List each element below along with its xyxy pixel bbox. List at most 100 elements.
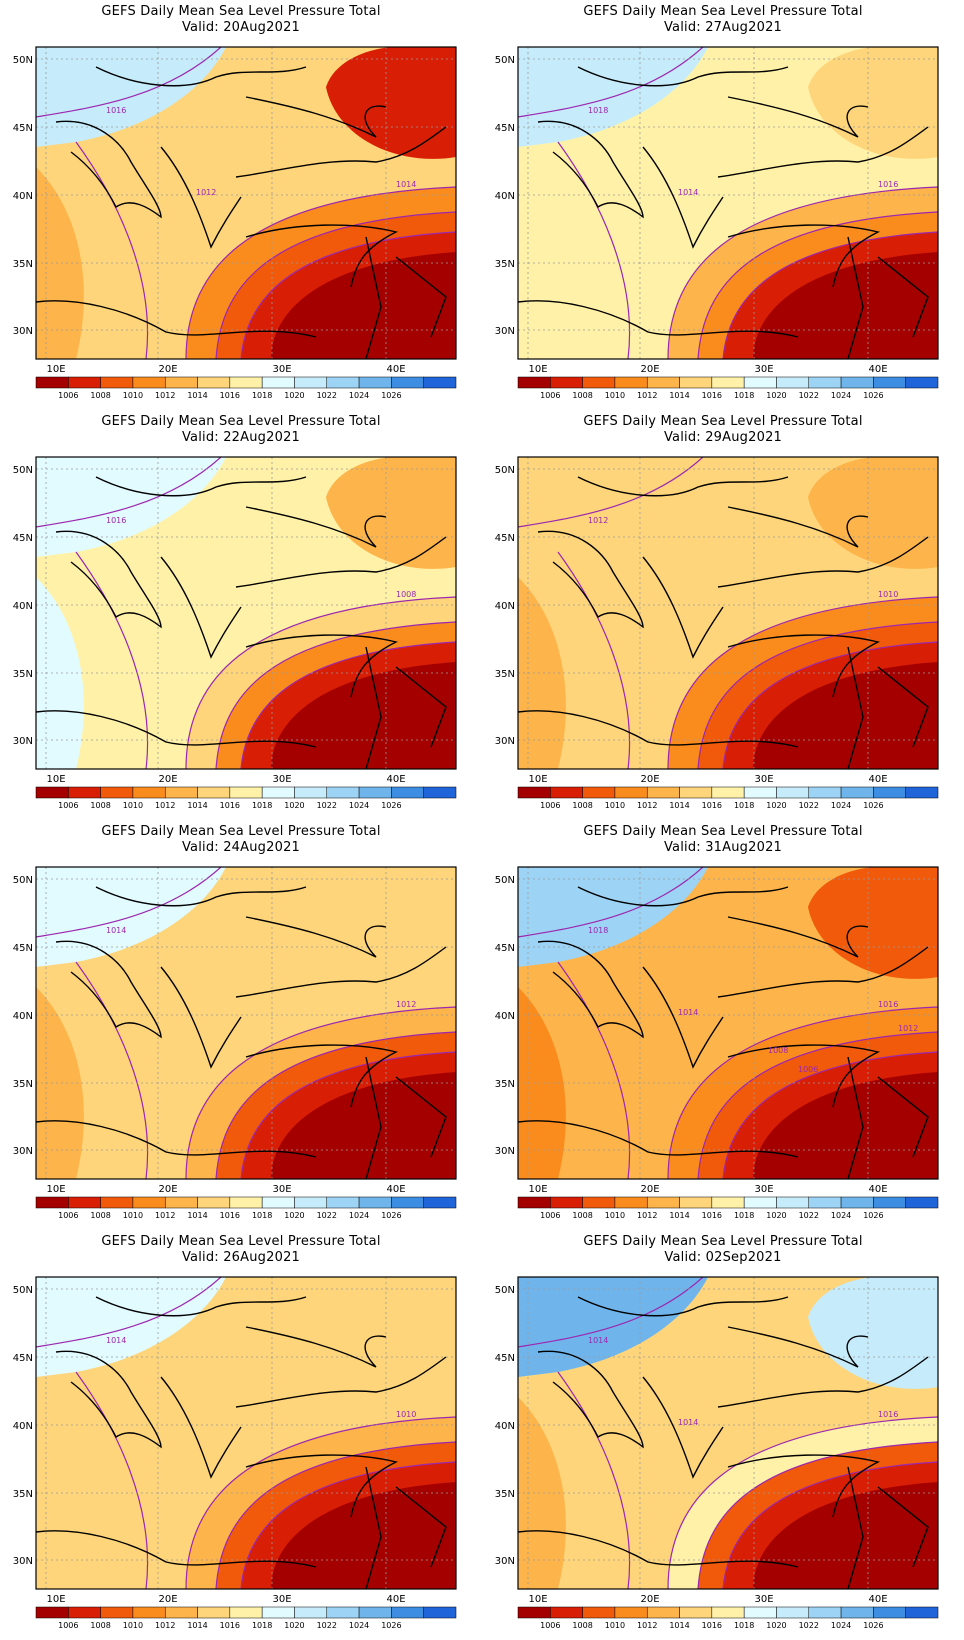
low-pressure-core — [753, 1482, 938, 1589]
pressure-band — [808, 867, 938, 979]
colorbar-label: 1024 — [349, 1211, 369, 1220]
colorbar-label: 1020 — [766, 1211, 786, 1220]
pressure-map: 1014 1012 50N 45N 40N 35N 30N 10E 20E 30E 40E 1006 1… — [13, 866, 457, 1220]
longitude-label: 20E — [640, 774, 659, 785]
colorbar-swatch — [808, 1606, 842, 1619]
isobar-line — [518, 457, 704, 528]
colorbar-swatch — [229, 1196, 263, 1209]
contour-label: 1016 — [106, 106, 126, 115]
colorbar-swatch — [840, 1606, 874, 1619]
colorbar-label: 1014 — [187, 1621, 207, 1630]
colorbar-swatch — [550, 376, 583, 389]
longitude-label: 30E — [272, 364, 291, 375]
latitude-label: 40N — [13, 1421, 33, 1432]
colorbar-label: 1012 — [155, 1621, 175, 1630]
coastline — [717, 536, 929, 588]
colorbar-swatch — [35, 786, 69, 799]
contour-label: 1010 — [878, 590, 898, 599]
contour-label: 1014 — [106, 926, 126, 935]
colorbar-swatch — [550, 1606, 583, 1619]
colorbar-label: 1010 — [123, 1621, 143, 1630]
latitude-label: 40N — [495, 601, 515, 612]
low-pressure-core — [271, 252, 456, 359]
colorbar-label: 1016 — [702, 1621, 722, 1630]
colorbar-label: 1020 — [284, 1621, 304, 1630]
map-frame — [35, 866, 457, 1180]
isobar-line — [697, 621, 938, 769]
colorbar-swatch — [164, 1606, 198, 1619]
coastline — [717, 1356, 929, 1408]
panel-title: GEFS Daily Mean Sea Level Pressure Total — [101, 4, 381, 19]
coastline — [537, 1350, 644, 1449]
map-panel: GEFS Daily Mean Sea Level Pressure Total… — [482, 0, 964, 410]
colorbar-swatch — [905, 376, 939, 389]
colorbar-swatch — [776, 786, 810, 799]
coastline — [245, 1454, 399, 1518]
colorbar-swatch — [550, 786, 583, 799]
coastline — [717, 946, 929, 998]
colorbar-swatch — [197, 376, 231, 389]
colorbar-label: 1016 — [702, 1211, 722, 1220]
map-frame — [35, 46, 457, 360]
colorbar-swatch — [582, 1196, 616, 1209]
isobar-line — [240, 231, 456, 359]
coastline — [537, 940, 644, 1039]
panel-valid-date: Valid: 24Aug2021 — [181, 840, 301, 855]
longitude-label: 30E — [272, 1594, 291, 1605]
pressure-band — [518, 167, 566, 359]
longitude-label: 40E — [386, 774, 405, 785]
colorbar-label: 1016 — [220, 801, 240, 810]
coastline — [55, 940, 162, 1039]
colorbar-label: 1016 — [702, 801, 722, 810]
colorbar-swatch — [646, 376, 680, 389]
coastline — [245, 224, 399, 288]
pressure-band — [518, 1397, 566, 1589]
colorbar-label: 1018 — [252, 391, 272, 400]
colorbar-swatch — [905, 1196, 939, 1209]
colorbar-swatch — [197, 1606, 231, 1619]
colorbar-label: 1006 — [58, 391, 78, 400]
colorbar-swatch — [68, 376, 101, 389]
colorbar-swatch — [550, 1196, 583, 1209]
pressure-band — [518, 987, 566, 1179]
colorbar-label: 1018 — [734, 1621, 754, 1630]
colorbar-label: 1022 — [317, 1621, 337, 1630]
coastline — [395, 1486, 447, 1568]
isobar-line — [722, 641, 938, 769]
colorbar-label: 1018 — [252, 1621, 272, 1630]
colorbar-swatch — [646, 786, 680, 799]
coastline — [395, 666, 447, 748]
isobar-line — [240, 1461, 456, 1589]
isobar-line — [557, 961, 631, 1179]
colorbar-label: 1008 — [572, 1621, 592, 1630]
pressure-band — [326, 457, 456, 569]
isobar-line — [240, 1051, 456, 1179]
longitude-label: 10E — [528, 364, 547, 375]
contour-label: 1012 — [396, 1000, 416, 1009]
coastline — [95, 1296, 307, 1317]
coastline — [537, 120, 644, 219]
colorbar-swatch — [261, 786, 295, 799]
latitude-label: 30N — [495, 1146, 515, 1157]
colorbar-label: 1026 — [863, 1621, 883, 1630]
colorbar-swatch — [582, 1606, 616, 1619]
pressure-band — [36, 987, 84, 1179]
coastline — [55, 120, 162, 219]
latitude-label: 50N — [13, 465, 33, 476]
map-frame — [517, 456, 939, 770]
colorbar-label: 1024 — [831, 1621, 851, 1630]
longitude-label: 30E — [272, 1184, 291, 1195]
coastline — [577, 1296, 789, 1317]
colorbar-label: 1012 — [637, 1621, 657, 1630]
coastline — [577, 886, 789, 907]
colorbar-swatch — [840, 1196, 874, 1209]
colorbar-swatch — [679, 376, 713, 389]
coastline — [235, 126, 447, 178]
pressure-band — [518, 577, 566, 769]
colorbar-label: 1016 — [220, 1211, 240, 1220]
colorbar-label: 1020 — [766, 391, 786, 400]
panel-title: GEFS Daily Mean Sea Level Pressure Total — [583, 1234, 863, 1249]
isobar-line — [697, 211, 938, 359]
colorbar-swatch — [100, 786, 134, 799]
colorbar-swatch — [358, 376, 392, 389]
